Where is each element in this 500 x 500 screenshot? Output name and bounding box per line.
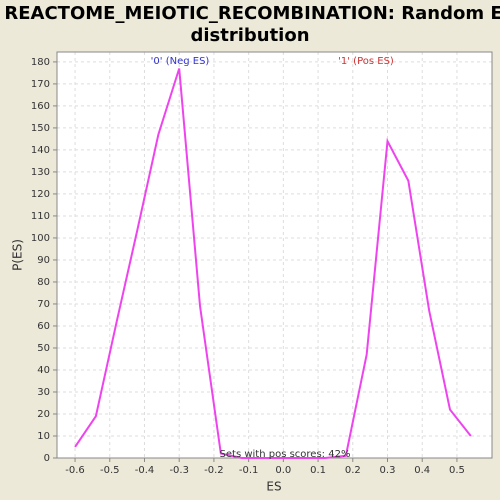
y-axis-label: P(ES)	[11, 239, 25, 271]
annotation: '0' (Neg ES)	[151, 56, 210, 67]
y-tick-label: 120	[31, 189, 50, 200]
y-tick-label: 0	[44, 453, 50, 464]
y-tick-label: 10	[37, 431, 50, 442]
y-tick-label: 100	[31, 233, 50, 244]
annotation: '1' (Pos ES)	[338, 56, 394, 67]
y-tick-label: 80	[37, 277, 50, 288]
x-tick-label: -0.4	[135, 465, 155, 476]
y-tick-label: 20	[37, 409, 50, 420]
y-tick-label: 40	[37, 365, 50, 376]
x-tick-label: 0.5	[449, 465, 465, 476]
x-tick-label: -0.3	[169, 465, 189, 476]
x-tick-label: 0.4	[414, 465, 430, 476]
x-tick-label: 0.0	[275, 465, 291, 476]
y-tick-label: 110	[31, 211, 50, 222]
y-tick-label: 150	[31, 123, 50, 134]
y-tick-label: 180	[31, 57, 50, 68]
chart-title: REACTOME_MEIOTIC_RECOMBINATION: Random E…	[4, 3, 500, 24]
y-tick-label: 90	[37, 255, 50, 266]
annotation: Sets with pos scores: 42%	[220, 449, 351, 460]
x-tick-label: -0.1	[239, 465, 259, 476]
x-tick-label: 0.2	[345, 465, 361, 476]
plot-area	[57, 52, 492, 458]
x-tick-label: -0.5	[100, 465, 120, 476]
y-tick-label: 50	[37, 343, 50, 354]
chart-title: distribution	[190, 25, 309, 46]
y-tick-label: 170	[31, 79, 50, 90]
x-tick-label: -0.2	[204, 465, 224, 476]
y-tick-label: 160	[31, 101, 50, 112]
y-tick-label: 130	[31, 167, 50, 178]
x-axis-label: ES	[266, 480, 281, 494]
y-tick-label: 140	[31, 145, 50, 156]
y-tick-label: 30	[37, 387, 50, 398]
x-tick-label: 0.3	[380, 465, 396, 476]
x-tick-label: 0.1	[310, 465, 326, 476]
y-tick-label: 60	[37, 321, 50, 332]
y-tick-label: 70	[37, 299, 50, 310]
data-line	[74, 68, 472, 459]
x-tick-label: -0.6	[65, 465, 85, 476]
